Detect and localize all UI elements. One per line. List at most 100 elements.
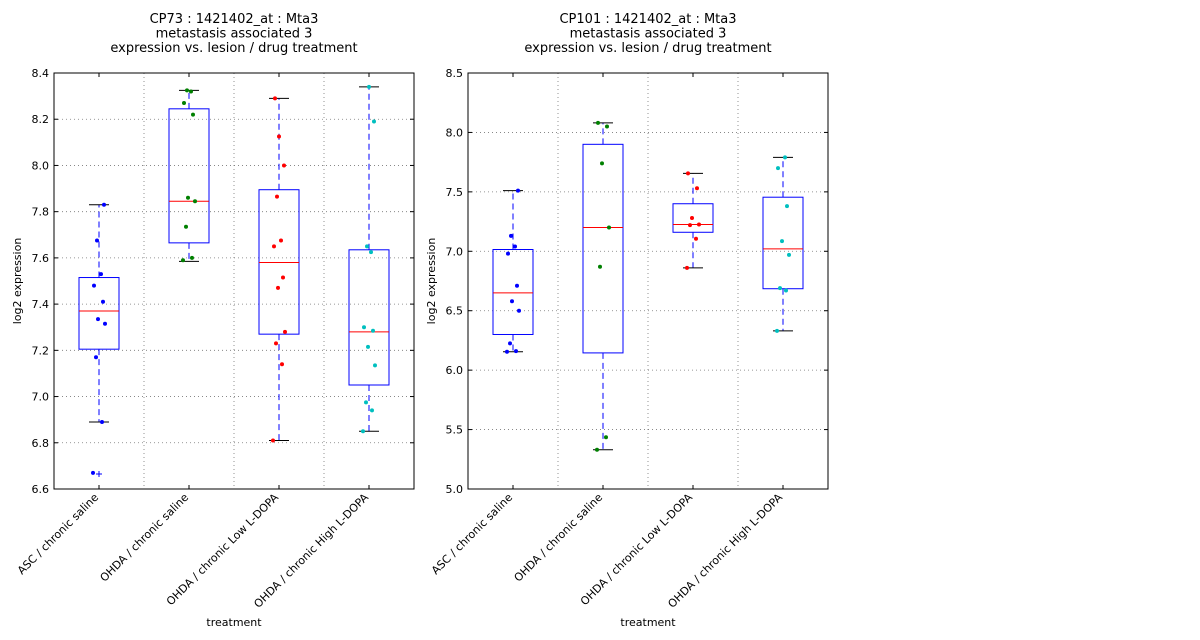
chart-title-line: CP101 : 1421402_at : Mta3 xyxy=(559,12,736,27)
x-axis-label: treatment xyxy=(620,616,676,629)
box-group xyxy=(78,204,120,477)
data-point xyxy=(775,328,779,333)
x-tick-label: OHDA / chronic saline xyxy=(98,491,192,585)
data-point xyxy=(509,233,513,238)
data-point xyxy=(505,349,509,354)
data-point xyxy=(193,199,197,204)
data-point xyxy=(95,238,99,243)
data-point xyxy=(191,112,195,117)
data-point xyxy=(182,101,186,106)
data-point xyxy=(697,222,701,227)
data-point xyxy=(517,308,521,313)
data-point xyxy=(186,195,190,200)
data-point xyxy=(282,163,286,168)
y-tick-label: 7.5 xyxy=(446,186,464,199)
data-point xyxy=(96,317,100,322)
x-tick-label: OHDA / chronic saline xyxy=(512,491,606,585)
x-tick-label: ASC / chronic saline xyxy=(15,491,101,577)
box-group xyxy=(762,156,804,332)
y-tick-label: 7.6 xyxy=(32,252,50,265)
data-point xyxy=(276,285,280,290)
data-point xyxy=(190,255,194,260)
data-point xyxy=(361,429,365,434)
data-point xyxy=(365,244,369,249)
box-group xyxy=(492,190,534,353)
y-axis-label: log2 expression xyxy=(11,238,24,325)
box-group xyxy=(258,97,300,441)
data-point xyxy=(283,329,287,334)
data-point xyxy=(371,328,375,333)
data-point xyxy=(189,89,193,94)
chart-title-line: expression vs. lesion / drug treatment xyxy=(110,41,357,56)
y-tick-label: 6.5 xyxy=(446,305,464,318)
data-point xyxy=(515,283,519,288)
data-point xyxy=(279,238,283,243)
data-point xyxy=(506,251,510,256)
data-point xyxy=(275,194,279,199)
data-point xyxy=(364,400,368,405)
data-point xyxy=(513,244,517,249)
box-iqr xyxy=(348,249,390,386)
y-tick-label: 7.4 xyxy=(32,298,50,311)
box-iqr xyxy=(672,203,714,233)
data-point xyxy=(281,275,285,280)
box-iqr xyxy=(168,108,210,244)
box-group xyxy=(672,172,714,269)
data-point xyxy=(695,186,699,191)
box-iqr xyxy=(258,189,300,335)
data-point xyxy=(370,408,374,413)
box-iqr xyxy=(582,143,624,354)
y-tick-label: 6.8 xyxy=(32,437,50,450)
data-point xyxy=(783,155,787,160)
plot-frame xyxy=(467,72,829,490)
data-point xyxy=(598,264,602,269)
box-group xyxy=(168,89,210,262)
data-point xyxy=(372,119,376,124)
box-iqr xyxy=(762,196,804,290)
box-iqr xyxy=(492,249,534,335)
data-point xyxy=(367,84,371,89)
data-point xyxy=(514,349,518,354)
data-point xyxy=(99,272,103,277)
box-group xyxy=(348,86,390,432)
data-point xyxy=(277,134,281,139)
y-tick-label: 7.2 xyxy=(32,344,50,357)
data-point xyxy=(373,363,377,368)
data-point xyxy=(600,161,604,166)
chart-title-line: metastasis associated 3 xyxy=(570,27,727,42)
y-tick-label: 5.5 xyxy=(446,424,464,437)
data-point xyxy=(778,286,782,291)
outlier-marker xyxy=(96,470,102,477)
data-point xyxy=(688,223,692,228)
data-point xyxy=(785,204,789,209)
data-point xyxy=(184,224,188,229)
data-point xyxy=(92,283,96,288)
y-tick-label: 8.0 xyxy=(32,159,50,172)
data-point xyxy=(605,124,609,129)
chart-title-line: CP73 : 1421402_at : Mta3 xyxy=(150,12,319,27)
data-point xyxy=(101,299,105,304)
y-tick-label: 8.2 xyxy=(32,113,50,126)
y-tick-label: 7.0 xyxy=(32,391,50,404)
data-point xyxy=(516,188,520,193)
y-axis-label: log2 expression xyxy=(425,238,438,325)
data-point xyxy=(595,447,599,452)
data-point xyxy=(780,239,784,244)
chart-title-line: metastasis associated 3 xyxy=(156,27,313,42)
data-point xyxy=(510,299,514,304)
data-point xyxy=(690,216,694,221)
data-point xyxy=(181,258,185,263)
data-point xyxy=(272,244,276,249)
y-tick-label: 7.8 xyxy=(32,206,50,219)
box-iqr xyxy=(78,277,120,350)
data-point xyxy=(686,171,690,176)
data-point xyxy=(280,362,284,367)
plot-frame xyxy=(53,72,415,490)
y-tick-label: 8.4 xyxy=(32,67,50,80)
data-point xyxy=(685,265,689,270)
data-point xyxy=(100,419,104,424)
chart-title-line: expression vs. lesion / drug treatment xyxy=(524,41,771,56)
